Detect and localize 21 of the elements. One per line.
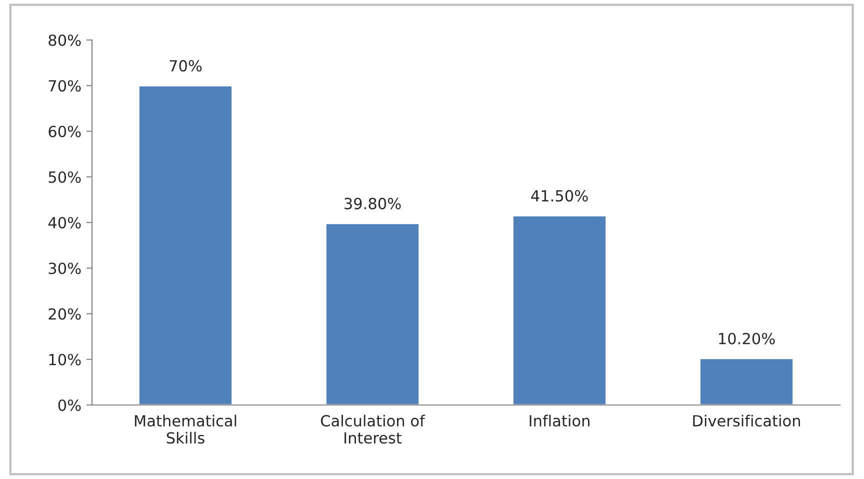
bar <box>512 214 607 405</box>
y-tick-label: 80% <box>48 34 81 46</box>
y-tick-label: 30% <box>48 262 81 274</box>
data-label: 41.50% <box>531 190 588 202</box>
x-tick-label: Inflation <box>530 414 590 427</box>
y-tick-label: 50% <box>48 171 81 183</box>
bar <box>138 84 233 405</box>
x-tick-label: Mathematical Skills <box>134 414 236 444</box>
data-label: 10.20% <box>719 332 775 344</box>
data-label: 70% <box>170 60 202 72</box>
y-tick-label: 60% <box>48 126 81 138</box>
bar <box>325 222 420 405</box>
x-tick-label: Calculation of Interest <box>320 414 426 444</box>
y-tick-label: 40% <box>48 216 81 229</box>
data-label: 39.80% <box>344 198 401 210</box>
y-tick-label: 10% <box>49 354 81 366</box>
bar <box>699 358 794 405</box>
y-tick-label: 70% <box>48 80 81 92</box>
x-tick-label: Diversification <box>693 414 800 427</box>
y-tick-label: 0% <box>58 399 81 412</box>
y-tick-label: 20% <box>48 308 81 320</box>
